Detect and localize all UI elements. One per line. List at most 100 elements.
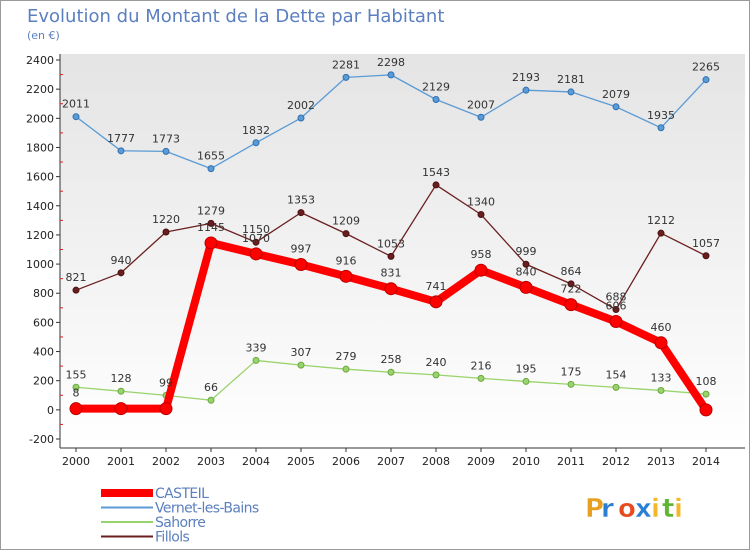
data-label-casteil: 1145 xyxy=(197,221,225,234)
data-point-casteil xyxy=(294,258,308,272)
data-label-casteil: 840 xyxy=(516,265,537,278)
data-label-sahorre: 195 xyxy=(516,362,537,375)
x-tick-label: 2008 xyxy=(422,455,450,468)
data-point-vernet-les-bains xyxy=(612,103,620,111)
logo-letter: i xyxy=(651,494,660,524)
data-point-sahorre xyxy=(207,396,215,404)
data-point-sahorre xyxy=(342,365,350,373)
data-label-sahorre: 155 xyxy=(66,368,87,381)
data-point-casteil xyxy=(429,295,443,309)
data-point-casteil xyxy=(699,403,713,417)
data-label-vernet-les-bains: 2181 xyxy=(557,73,585,86)
data-point-vernet-les-bains xyxy=(387,71,395,79)
legend-label: CASTEIL xyxy=(155,486,209,502)
y-tick-label: 1600 xyxy=(26,171,54,184)
data-label-fillols: 1543 xyxy=(422,166,450,179)
data-point-vernet-les-bains xyxy=(342,73,350,81)
data-point-sahorre xyxy=(432,371,440,379)
data-label-sahorre: 99 xyxy=(159,376,173,389)
data-point-vernet-les-bains xyxy=(522,86,530,94)
data-label-vernet-les-bains: 2007 xyxy=(467,98,495,111)
data-label-vernet-les-bains: 1777 xyxy=(107,132,135,145)
data-point-casteil xyxy=(474,263,488,277)
data-label-casteil: 722 xyxy=(561,283,582,296)
data-point-vernet-les-bains xyxy=(297,114,305,122)
data-point-sahorre xyxy=(612,383,620,391)
y-tick-label: -200 xyxy=(29,433,54,446)
data-label-casteil: 741 xyxy=(426,280,447,293)
data-point-casteil xyxy=(654,336,668,350)
data-point-casteil xyxy=(249,247,263,261)
data-point-fillols xyxy=(207,219,215,227)
y-tick-label: 1400 xyxy=(26,200,54,213)
data-point-casteil xyxy=(114,402,128,416)
data-point-vernet-les-bains xyxy=(702,76,710,84)
data-label-vernet-les-bains: 2298 xyxy=(377,56,405,69)
data-label-casteil: 1070 xyxy=(242,232,270,245)
data-point-casteil xyxy=(384,282,398,296)
data-point-sahorre xyxy=(72,383,80,391)
data-point-fillols xyxy=(612,306,620,314)
data-point-casteil xyxy=(519,280,533,294)
data-label-fillols: 1057 xyxy=(692,237,720,250)
x-tick-label: 2010 xyxy=(512,455,540,468)
data-point-fillols xyxy=(477,211,485,219)
data-point-vernet-les-bains xyxy=(72,113,80,121)
data-label-vernet-les-bains: 1832 xyxy=(242,124,270,137)
data-point-fillols xyxy=(567,280,575,288)
data-label-fillols: 1212 xyxy=(647,214,675,227)
logo-letter: P xyxy=(585,494,604,524)
data-point-fillols xyxy=(117,269,125,277)
chart-subtitle: (en €) xyxy=(27,29,60,42)
data-point-vernet-les-bains xyxy=(207,165,215,173)
data-point-sahorre xyxy=(567,380,575,388)
data-point-sahorre xyxy=(252,356,260,364)
data-label-casteil: 916 xyxy=(336,254,357,267)
x-tick-label: 2012 xyxy=(602,455,630,468)
data-label-sahorre: 66 xyxy=(204,381,218,394)
x-tick-label: 2013 xyxy=(647,455,675,468)
data-label-fillols: 1353 xyxy=(287,194,315,207)
data-label-sahorre: 307 xyxy=(291,346,312,359)
data-label-vernet-les-bains: 1655 xyxy=(197,150,225,163)
data-label-fillols: 864 xyxy=(561,265,582,278)
data-point-vernet-les-bains xyxy=(567,88,575,96)
data-point-fillols xyxy=(432,181,440,189)
data-label-vernet-les-bains: 2281 xyxy=(332,58,360,71)
data-label-vernet-les-bains: 2011 xyxy=(62,98,90,111)
y-tick-label: 2200 xyxy=(26,83,54,96)
data-label-vernet-les-bains: 2079 xyxy=(602,88,630,101)
data-label-sahorre: 175 xyxy=(561,365,582,378)
data-label-vernet-les-bains: 2002 xyxy=(287,99,315,112)
data-point-sahorre xyxy=(522,377,530,385)
data-point-casteil xyxy=(69,402,83,416)
data-point-vernet-les-bains xyxy=(432,96,440,104)
chart-title: Evolution du Montant de la Dette par Hab… xyxy=(27,6,444,27)
data-point-fillols xyxy=(72,286,80,294)
y-tick-label: 0 xyxy=(47,404,54,417)
y-tick-label: 2000 xyxy=(26,112,54,125)
data-label-sahorre: 279 xyxy=(336,350,357,363)
legend-label: Sahorre xyxy=(155,515,205,531)
data-label-sahorre: 128 xyxy=(111,372,132,385)
x-tick-label: 2003 xyxy=(197,455,225,468)
data-point-sahorre xyxy=(387,368,395,376)
y-tick-label: 1800 xyxy=(26,141,54,154)
y-tick-label: 800 xyxy=(33,287,54,300)
data-point-sahorre xyxy=(477,374,485,382)
x-tick-label: 2000 xyxy=(62,455,90,468)
data-point-vernet-les-bains xyxy=(657,124,665,132)
data-label-fillols: 1209 xyxy=(332,215,360,228)
x-tick-label: 2001 xyxy=(107,455,135,468)
data-label-casteil: 8 xyxy=(73,387,80,400)
data-point-fillols xyxy=(522,260,530,268)
data-label-fillols: 1053 xyxy=(377,237,405,250)
data-point-fillols xyxy=(702,252,710,260)
data-point-fillols xyxy=(342,230,350,238)
y-tick-label: 400 xyxy=(33,346,54,359)
data-point-sahorre xyxy=(657,386,665,394)
data-label-casteil: 958 xyxy=(471,248,492,261)
data-label-fillols: 688 xyxy=(606,291,627,304)
data-point-casteil xyxy=(609,315,623,329)
